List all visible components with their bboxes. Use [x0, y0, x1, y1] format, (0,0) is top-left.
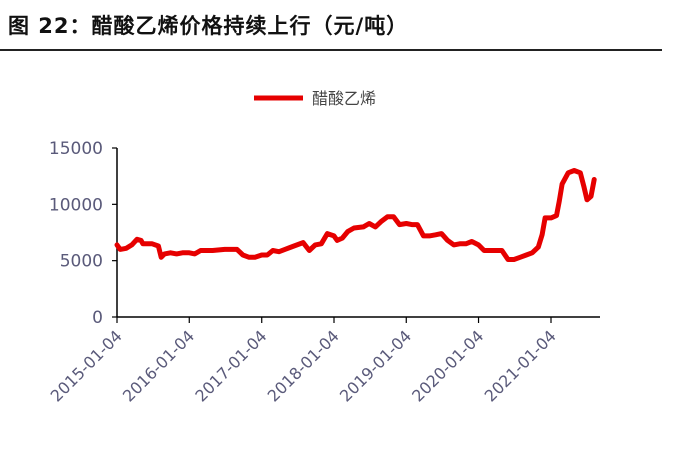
y-axis-ticks: 0 5000 10000 15000	[49, 139, 117, 328]
x-tick-label: 2017-01-04	[191, 326, 270, 405]
figure-title: 图 22：醋酸乙烯价格持续上行（元/吨）	[8, 14, 409, 38]
series-line	[114, 168, 597, 262]
y-tick-label: 5000	[60, 252, 103, 272]
x-tick-label: 2016-01-04	[119, 326, 198, 405]
x-axis-ticks: 2015-01-042016-01-042017-01-042018-01-04…	[47, 317, 560, 406]
series-layer	[114, 168, 597, 262]
x-tick-label: 2018-01-04	[264, 326, 343, 405]
x-tick-label: 2021-01-04	[481, 326, 560, 405]
legend-label: 醋酸乙烯	[312, 89, 376, 108]
y-tick-label: 10000	[49, 195, 103, 215]
chart-axes	[116, 148, 600, 318]
x-tick-label: 2019-01-04	[336, 326, 415, 405]
y-tick-label: 0	[92, 308, 103, 328]
x-tick-label: 2015-01-04	[47, 326, 126, 405]
y-tick-label: 15000	[49, 139, 103, 159]
x-tick-label: 2020-01-04	[408, 326, 487, 405]
chart-legend: 醋酸乙烯	[254, 89, 376, 108]
title-divider	[0, 49, 662, 51]
